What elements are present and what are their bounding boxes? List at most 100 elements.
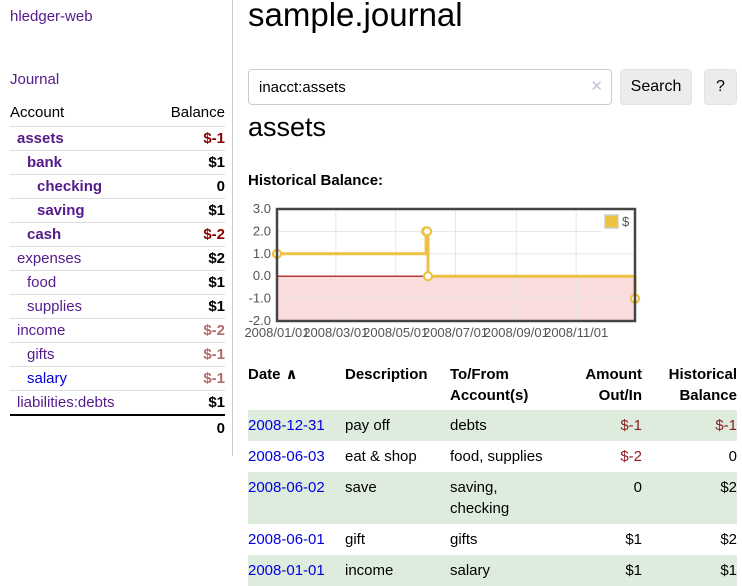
register-header-row: Date ∧ Description To/From Account(s) Amo…: [248, 360, 737, 410]
description-cell: save: [345, 472, 450, 524]
balance-column-header: Balance: [151, 100, 225, 127]
balance-column-header-main: Historical Balance: [668, 366, 737, 404]
svg-text:3.0: 3.0: [253, 201, 271, 216]
page-title: sample.journal: [248, 0, 463, 33]
help-button[interactable]: ?: [704, 69, 737, 105]
account-link[interactable]: food: [27, 274, 57, 291]
balance-cell: $1: [642, 555, 737, 586]
account-row: cash $-2: [10, 222, 225, 247]
account-tree: Account Balance assets $-1 bank $1 checking 0…: [10, 100, 225, 441]
balance-cell: 0: [728, 448, 737, 465]
svg-text:-2.0: -2.0: [249, 313, 271, 328]
balance-cell: $2: [642, 472, 737, 524]
register-body: 2008-12-31 pay off debts $-1 $-1 2008-06-03 ea…: [248, 410, 737, 586]
transaction-date-link[interactable]: 2008-12-31: [248, 417, 325, 434]
account-row: checking 0: [10, 174, 225, 199]
transaction-row: 2008-06-03 eat & shop food, supplies $-2 0: [248, 441, 737, 472]
historical-balance-chart: $3.0 2.0 1.0 0.0 -1.0 -2.0 2008/01/01 2008/03/0…: [240, 201, 740, 342]
account-link[interactable]: expenses: [17, 250, 82, 267]
app-brand-link[interactable]: hledger-web: [10, 8, 93, 25]
account-balance: $-2: [151, 318, 225, 343]
svg-text:2008/11/01: 2008/11/01: [544, 325, 608, 340]
account-balance: $1: [151, 270, 225, 295]
description-cell: income: [345, 555, 450, 586]
date-header-label: Date: [248, 366, 281, 383]
search-input[interactable]: [248, 69, 612, 105]
amount-cell: $-2: [620, 448, 642, 465]
account-heading: assets: [248, 112, 327, 142]
description-cell: eat & shop: [345, 448, 417, 465]
account-link[interactable]: salary: [27, 370, 68, 387]
account-balance: $1: [151, 150, 225, 175]
transaction-date-link[interactable]: 2008-06-03: [248, 448, 325, 465]
transaction-row: 2008-06-01 gift gifts $1 $2: [248, 524, 737, 555]
svg-text:2008/01/01: 2008/01/01: [244, 325, 309, 340]
account-link[interactable]: cash: [27, 226, 62, 243]
account-link[interactable]: liabilities:debts: [17, 394, 115, 411]
svg-text:2008/09/01: 2008/09/01: [484, 325, 549, 340]
account-row: food $1: [10, 270, 225, 295]
amount-cell: 0: [562, 472, 642, 524]
transaction-date-link[interactable]: 2008-01-01: [248, 562, 325, 579]
date-column-header[interactable]: Date ∧: [248, 360, 345, 410]
svg-text:2.0: 2.0: [253, 223, 271, 238]
svg-text:$: $: [622, 214, 630, 229]
description-cell: pay off: [345, 410, 450, 441]
main-content: sample.journal ✕ Search ? assets Histori…: [244, 0, 742, 586]
search-button[interactable]: Search: [620, 69, 692, 105]
accounts-cell: saving, checking: [450, 472, 562, 524]
account-row: assets $-1: [10, 126, 225, 151]
svg-text:-1.0: -1.0: [249, 291, 271, 306]
account-row: bank $1: [10, 150, 225, 175]
account-balance: $-1: [151, 342, 225, 367]
accounts-cell: salary: [450, 555, 562, 586]
account-link[interactable]: supplies: [27, 298, 83, 315]
account-row: expenses $2: [10, 246, 225, 271]
svg-text:2008/03/01: 2008/03/01: [303, 325, 368, 340]
sidebar: hledger-web Journal Account Balance asse…: [0, 0, 233, 456]
transaction-row: 2008-06-02 save saving, checking 0 $2: [248, 472, 737, 524]
svg-text:1.0: 1.0: [253, 246, 271, 261]
description-column-header: Description: [345, 366, 428, 383]
account-row: income $-2: [10, 318, 225, 343]
account-link[interactable]: checking: [37, 178, 103, 195]
account-row: supplies $1: [10, 294, 225, 319]
accounts-total-row: 0: [10, 414, 225, 441]
register-table: Date ∧ Description To/From Account(s) Amo…: [248, 360, 737, 586]
accounts-cell: debts: [450, 410, 562, 441]
account-row: gifts $-1: [10, 342, 225, 367]
accounts-column-header: To/From Account(s): [450, 366, 529, 404]
svg-text:0.0: 0.0: [253, 268, 271, 283]
account-link[interactable]: gifts: [27, 346, 55, 363]
svg-text:2008/05/01: 2008/05/01: [363, 325, 428, 340]
account-balance: 0: [151, 174, 225, 199]
transaction-date-link[interactable]: 2008-06-02: [248, 479, 325, 496]
accounts-cell: gifts: [450, 531, 478, 548]
account-row: salary $-1: [10, 366, 225, 391]
amount-cell: $1: [625, 531, 642, 548]
account-balance: $2: [151, 246, 225, 271]
chart-title: Historical Balance:: [248, 172, 384, 189]
sort-ascending-icon: ∧: [285, 366, 298, 383]
account-balance: $-1: [151, 126, 225, 151]
accounts-total-value: 0: [151, 414, 225, 441]
account-balance: $1: [151, 198, 225, 223]
amount-cell: $-1: [562, 410, 642, 441]
account-balance: $1: [151, 294, 225, 319]
account-tree-body: assets $-1 bank $1 checking 0 saving $1 cash $-2 e…: [10, 126, 225, 416]
search-form: ✕ Search ?: [248, 69, 742, 105]
account-link[interactable]: bank: [27, 154, 63, 171]
account-balance: $1: [208, 394, 225, 411]
account-row: liabilities:debts $1: [10, 391, 225, 416]
transaction-row: 2008-01-01 income salary $1 $1: [248, 555, 737, 586]
amount-column-header: Amount Out/In: [585, 366, 642, 404]
account-link[interactable]: saving: [37, 202, 85, 219]
sidebar-item-journal[interactable]: Journal: [10, 71, 60, 88]
transaction-date-link[interactable]: 2008-06-01: [248, 531, 325, 548]
account-row: saving $1: [10, 198, 225, 223]
account-link[interactable]: assets: [17, 130, 64, 147]
clear-search-icon[interactable]: ✕: [590, 78, 603, 95]
amount-cell: $1: [562, 555, 642, 586]
account-link[interactable]: income: [17, 322, 66, 339]
svg-text:2008/07/01: 2008/07/01: [423, 325, 488, 340]
